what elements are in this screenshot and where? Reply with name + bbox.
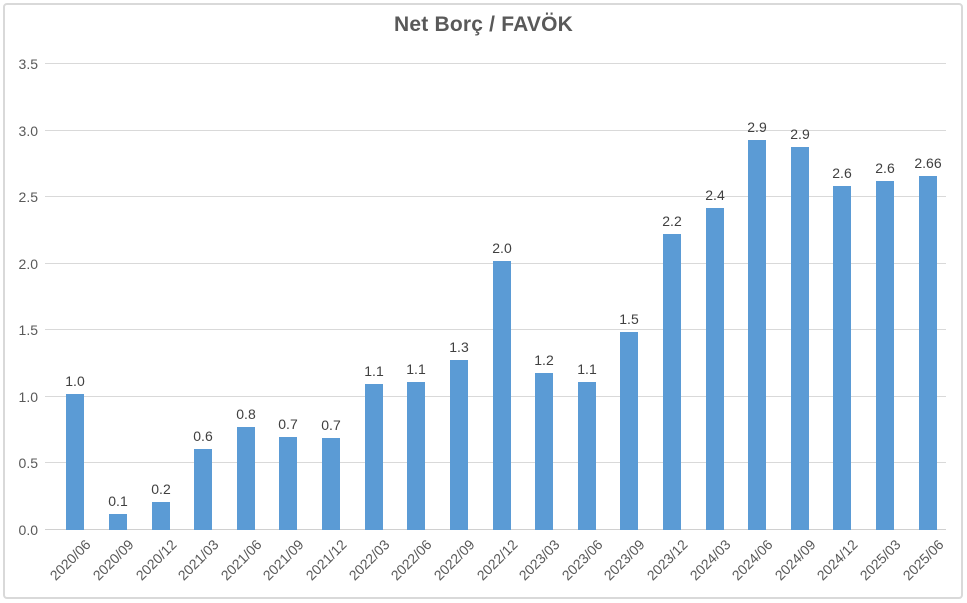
x-axis-tick-label: 2023/06 <box>558 536 606 584</box>
y-axis-tick-label: 3.5 <box>18 56 38 72</box>
x-axis-tick-label: 2022/09 <box>430 536 478 584</box>
bar-value-label: 0.8 <box>236 406 256 422</box>
bar-2020/12 <box>152 502 170 530</box>
bar-value-label: 0.6 <box>193 428 213 444</box>
bar-2025/06 <box>919 176 937 530</box>
x-axis-tick-label: 2021/06 <box>217 536 265 584</box>
bar-value-label: 2.4 <box>705 187 725 203</box>
bar-value-label: 1.0 <box>65 373 85 389</box>
bar-value-label: 1.1 <box>577 361 597 377</box>
x-axis-tick-label: 2020/12 <box>132 536 180 584</box>
x-axis-tick-label: 2022/06 <box>387 536 435 584</box>
x-axis-tick-label: 2024/12 <box>813 536 861 584</box>
bar-2020/09 <box>109 514 127 530</box>
bar-2024/09 <box>791 147 809 530</box>
bar-value-label: 2.2 <box>662 213 682 229</box>
bar-2023/03 <box>535 373 553 530</box>
bar-2025/03 <box>876 181 894 530</box>
bar-value-label: 0.7 <box>321 417 341 433</box>
x-axis-tick-label: 2025/06 <box>899 536 947 584</box>
x-axis-tick-label: 2021/03 <box>174 536 222 584</box>
bar-value-label: 1.1 <box>364 363 384 379</box>
bar-value-label: 2.66 <box>914 155 942 171</box>
y-axis-tick-label: 0.0 <box>18 522 38 538</box>
x-axis-tick-label: 2024/03 <box>686 536 734 584</box>
x-axis-tick-label: 2024/09 <box>771 536 819 584</box>
bar-value-label: 2.6 <box>875 160 895 176</box>
y-axis-tick-label: 2.5 <box>18 189 38 205</box>
bar-2022/12 <box>493 261 511 530</box>
x-axis-tick-label: 2020/09 <box>89 536 137 584</box>
bar-value-label: 1.2 <box>534 352 554 368</box>
bar-value-label: 2.9 <box>790 126 810 142</box>
chart-title: Net Borç / FAVÖK <box>393 13 573 36</box>
x-axis-tick-label: 2020/06 <box>46 536 94 584</box>
y-axis-tick-label: 2.0 <box>18 256 38 272</box>
y-axis-tick-label: 0.5 <box>18 455 38 471</box>
bar-value-label: 2.6 <box>832 165 852 181</box>
bar-2022/06 <box>407 382 425 530</box>
x-axis-tick-label: 2023/09 <box>600 536 648 584</box>
bar-value-label: 0.2 <box>151 481 171 497</box>
x-axis-tick-label: 2024/06 <box>728 536 776 584</box>
bar-2021/12 <box>322 438 340 530</box>
gridline <box>45 196 946 197</box>
x-axis-tick-label: 2023/12 <box>643 536 691 584</box>
x-axis-tick-label: 2025/03 <box>856 536 904 584</box>
gridline <box>45 63 946 64</box>
bar-2023/12 <box>663 234 681 530</box>
bar-value-label: 1.1 <box>406 361 426 377</box>
x-axis-tick-label: 2022/03 <box>345 536 393 584</box>
bar-2024/12 <box>833 186 851 530</box>
bar-value-label: 2.0 <box>492 240 512 256</box>
bar-2021/09 <box>279 437 297 530</box>
bar-value-label: 0.7 <box>278 416 298 432</box>
bar-2022/03 <box>365 384 383 530</box>
bar-value-label: 1.3 <box>449 339 469 355</box>
bar-2020/06 <box>66 394 84 530</box>
bar-2023/06 <box>578 382 596 530</box>
gridline <box>45 130 946 131</box>
x-axis-tick-label: 2021/12 <box>302 536 350 584</box>
bar-2022/09 <box>450 360 468 530</box>
bar-value-label: 0.1 <box>108 493 128 509</box>
bar-value-label: 1.5 <box>619 311 639 327</box>
bar-value-label: 2.9 <box>747 119 767 135</box>
bar-2021/06 <box>237 427 255 530</box>
x-axis-tick-label: 2023/03 <box>515 536 563 584</box>
x-axis-tick-label: 2021/09 <box>259 536 307 584</box>
y-axis-tick-label: 3.0 <box>18 123 38 139</box>
bar-2023/09 <box>620 332 638 530</box>
bar-2024/03 <box>706 208 724 530</box>
y-axis-tick-label: 1.5 <box>18 322 38 338</box>
y-axis-tick-label: 1.0 <box>18 389 38 405</box>
bar-2024/06 <box>748 140 766 530</box>
bar-2021/03 <box>194 449 212 530</box>
x-axis-tick-label: 2022/12 <box>473 536 521 584</box>
